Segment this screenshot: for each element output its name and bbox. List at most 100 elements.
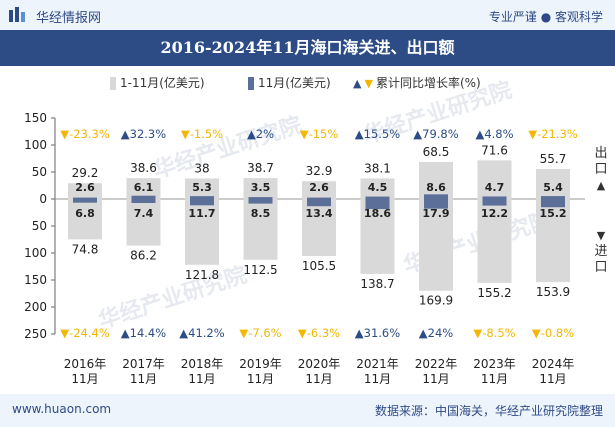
export-monthly-bar [424,194,448,199]
legend-up-icon: ▲ [353,77,362,90]
import-cumulative-bar [477,199,512,283]
x-tick-label-line: 2018年 [181,357,224,371]
export-cumulative-label: 32.9 [306,164,333,178]
x-tick-label-line: 11月 [422,372,449,386]
x-tick-label: 2022年 11月 [415,357,458,386]
export-growth-label: ▲79.8% [413,127,458,141]
import-growth-label: ▼-24.4% [60,326,110,340]
x-tick-label-line: 2024年 [532,357,575,371]
x-tick-label-line: 2017年 [122,357,165,371]
import-cumulative-bar [536,199,570,283]
export-cumulative-label: 38.7 [247,161,274,175]
import-cumulative-bar [126,199,161,246]
export-monthly-label: 5.4 [543,181,563,194]
import-monthly-label: 13.4 [305,207,332,220]
x-tick-label-line: 2016年 [64,357,107,371]
y-tick-label: 250 [24,327,47,341]
export-arrow-icon: ▲ [596,179,606,192]
export-cumulative-bar [185,178,219,199]
export-monthly-bar [365,196,390,199]
x-tick-label-line: 11月 [305,372,332,386]
x-tick-label: 2019年 11月 [239,357,282,386]
x-tick-label-line: 2019年 [239,357,282,371]
export-monthly-label: 2.6 [75,181,95,194]
legend-swatch-dark [248,77,254,90]
x-tick-label: 2020年 11月 [298,357,341,386]
legend-item-light: 1-11月(亿美元) [110,74,205,91]
import-monthly-label: 8.5 [251,207,271,220]
import-side-label: ▼ 进口 [591,228,611,276]
y-tick-label: 50 [32,219,47,233]
export-cumulative-label: 71.6 [481,143,508,157]
x-tick-label-line: 11月 [130,372,157,386]
import-growth-label: ▲24% [419,326,453,340]
export-cumulative-bar [126,178,161,199]
import-cumulative-label: 169.9 [419,294,453,308]
import-monthly-bar [307,199,331,207]
x-tick-label-line: 11月 [188,372,215,386]
brand-name: 华经情报网 [36,11,102,26]
export-monthly-bar [190,196,214,199]
import-growth-label: ▲41.2% [179,326,224,340]
export-monthly-label: 5.3 [192,181,212,194]
import-cumulative-bar [185,199,219,265]
import-monthly-bar [190,199,214,206]
x-tick-label-line: 2021年 [356,357,399,371]
export-monthly-bar [248,197,273,199]
footer-site: www.huaon.com [12,402,112,416]
title-bar [0,30,615,66]
y-tick-label: 150 [24,111,47,125]
import-cumulative-bar [360,199,395,274]
import-cumulative-label: 86.2 [130,249,157,263]
export-monthly-bar [541,196,565,199]
footer-source: 数据来源：中国海关，华经产业研究院整理 [374,404,603,418]
export-cumulative-bar [419,162,453,199]
export-cumulative-label: 55.7 [540,152,567,166]
export-monthly-label: 4.5 [368,181,388,194]
export-monthly-label: 4.7 [485,181,505,194]
legend-label-light: 1-11月(亿美元) [120,76,205,90]
export-growth-label: ▼-23.3% [60,127,110,141]
import-label: 进口 [594,244,608,275]
import-cumulative-label: 121.8 [185,268,219,282]
import-cumulative-label: 155.2 [477,286,511,300]
export-growth-label: ▲32.3% [121,127,166,141]
import-growth-label: ▲14.4% [121,326,166,340]
export-cumulative-bar [302,181,336,199]
export-cumulative-bar [360,178,395,199]
x-tick-label-line: 11月 [481,372,508,386]
import-monthly-label: 12.2 [481,207,508,220]
export-cumulative-label: 38.6 [130,161,157,175]
export-cumulative-label: 68.5 [423,145,450,159]
logo-icon [9,7,25,22]
import-monthly-label: 7.4 [134,207,154,220]
export-cumulative-label: 38.1 [364,161,391,175]
legend-label-dark: 11月(亿美元) [258,76,331,90]
import-cumulative-bar [419,199,453,291]
import-growth-label: ▲31.6% [355,326,400,340]
y-tick-label: 150 [24,273,47,287]
import-monthly-label: 18.6 [364,207,391,220]
import-cumulative-bar [243,199,278,260]
y-tick-label: 100 [24,138,47,152]
export-monthly-bar [73,197,97,199]
legend-swatch-light [110,77,116,90]
export-growth-label: ▲2% [247,127,274,141]
import-growth-label: ▼-8.5% [473,326,515,340]
export-monthly-label: 2.6 [309,181,329,194]
x-tick-label-line: 11月 [539,372,566,386]
legend-item-dark: 11月(亿美元) [248,74,331,91]
x-tick-label: 2016年 11月 [64,357,107,386]
export-monthly-label: 8.6 [426,181,446,194]
import-monthly-bar [248,199,273,204]
export-monthly-bar [307,197,331,199]
import-growth-label: ▼-7.6% [239,326,281,340]
export-side-label: 出口 ▲ [591,146,611,194]
export-monthly-bar [131,195,156,199]
x-tick-label-line: 11月 [364,372,391,386]
export-monthly-label: 6.1 [134,181,154,194]
x-tick-label-line: 11月 [71,372,98,386]
import-cumulative-label: 105.5 [302,259,336,273]
